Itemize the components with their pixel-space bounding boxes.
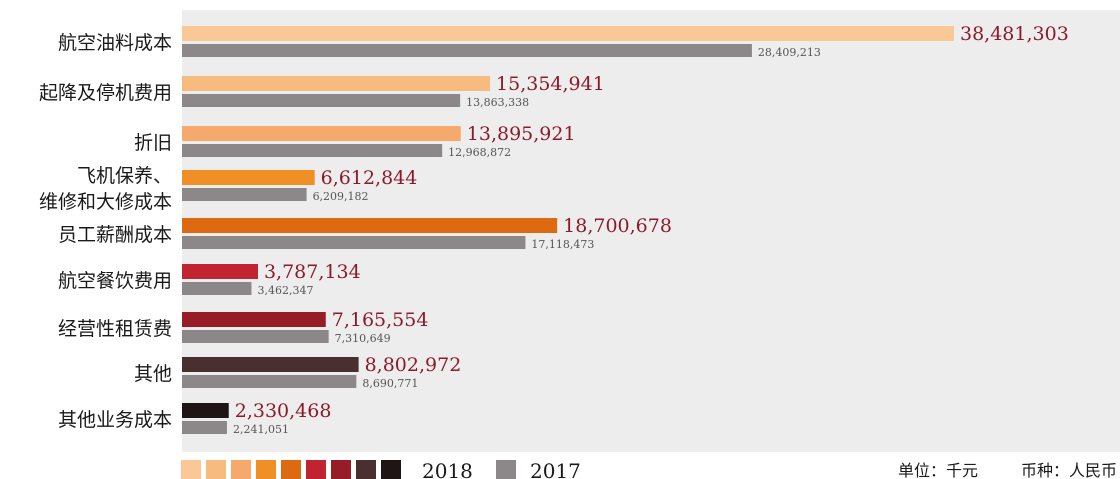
legend-swatch-2018: [281, 460, 301, 479]
data-label-2017: 7,310,649: [335, 332, 391, 345]
bar-2018: [182, 76, 491, 91]
unit-label: 单位：千元: [898, 461, 978, 479]
legend-swatch-2018: [256, 460, 276, 479]
legend-swatch-2017: [496, 460, 516, 479]
legend-label-2018: 2018: [422, 459, 473, 479]
bar-2017: [182, 282, 252, 295]
bar-2018: [182, 218, 558, 233]
data-label-2017: 3,462,347: [257, 284, 313, 297]
currency-label: 币种：人民币: [1021, 461, 1117, 479]
category-label: 员工薪酬成本: [58, 224, 172, 246]
data-label-2018: 3,787,134: [264, 261, 361, 283]
bar-2017: [182, 421, 227, 434]
category-label: 经营性租赁费: [58, 318, 172, 340]
data-label-2018: 6,612,844: [321, 167, 418, 189]
legend-swatch-2018: [206, 460, 226, 479]
bar-2017: [182, 375, 357, 388]
category-label: 折旧: [134, 132, 172, 154]
bar-2018: [182, 312, 326, 327]
data-label-2017: 28,409,213: [758, 46, 821, 59]
data-label-2017: 17,118,473: [531, 238, 594, 251]
legend-swatch-2018: [331, 460, 351, 479]
legend-swatch-2018: [356, 460, 376, 479]
category-label: 航空餐饮费用: [58, 270, 172, 292]
bar-2017: [182, 330, 329, 343]
data-label-2018: 38,481,303: [960, 23, 1069, 45]
bar-2018: [182, 170, 315, 185]
bar-2017: [182, 44, 752, 57]
legend-swatch-2018: [181, 460, 201, 479]
data-label-2018: 2,330,468: [235, 400, 332, 422]
category-label: 维修和大修成本: [39, 191, 172, 213]
data-label-2018: 15,354,941: [496, 73, 605, 95]
bar-2018: [182, 26, 954, 41]
legend-swatch-2018: [306, 460, 326, 479]
bar-2018: [182, 403, 229, 418]
legend-label-2017: 2017: [530, 459, 581, 479]
legend-swatch-2018: [231, 460, 251, 479]
bar-2017: [182, 144, 443, 157]
category-label: 航空油料成本: [58, 32, 172, 54]
bar-2018: [182, 357, 359, 372]
bar-2017: [182, 188, 307, 201]
data-label-2018: 13,895,921: [467, 123, 576, 145]
category-label: 起降及停机费用: [39, 82, 172, 104]
bar-2017: [182, 94, 461, 107]
data-label-2017: 13,863,338: [466, 96, 529, 109]
data-label-2018: 8,802,972: [365, 354, 462, 376]
data-label-2018: 7,165,554: [332, 309, 429, 331]
category-label: 飞机保养、: [77, 165, 172, 187]
bar-2018: [182, 126, 461, 141]
data-label-2018: 18,700,678: [563, 215, 672, 237]
data-label-2017: 8,690,771: [362, 377, 418, 390]
data-label-2017: 2,241,051: [233, 423, 289, 436]
data-label-2017: 6,209,182: [313, 190, 369, 203]
category-label: 其他业务成本: [58, 409, 172, 431]
bar-2018: [182, 264, 258, 279]
category-label: 其他: [134, 363, 172, 385]
legend-swatch-2018: [381, 460, 401, 479]
bar-2017: [182, 236, 526, 249]
data-label-2017: 12,968,872: [448, 146, 511, 159]
